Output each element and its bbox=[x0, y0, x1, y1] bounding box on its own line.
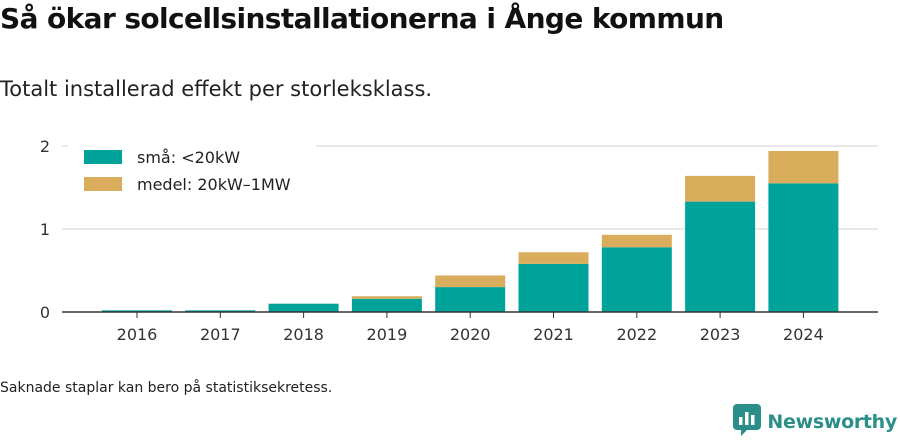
x-tick-label: 2016 bbox=[117, 325, 158, 344]
legend: små: <20kW medel: 20kW–1MW bbox=[68, 138, 316, 200]
x-tick-label: 2017 bbox=[200, 325, 241, 344]
bar-medel-2021 bbox=[518, 252, 589, 264]
bar-medel-2022 bbox=[601, 234, 672, 248]
legend-swatch bbox=[84, 150, 122, 164]
x-tick-label: 2018 bbox=[283, 325, 324, 344]
x-tick-label: 2024 bbox=[783, 325, 824, 344]
bars bbox=[102, 150, 839, 312]
footnote: Saknade staplar kan bero på statistiksek… bbox=[0, 380, 333, 396]
y-tick-label: 0 bbox=[40, 303, 50, 322]
bar-sma-2023 bbox=[685, 201, 756, 312]
chart-title: Så ökar solcellsinstallationerna i Ånge … bbox=[0, 2, 724, 35]
y-tick-label: 2 bbox=[40, 137, 50, 156]
legend-label: små: <20kW bbox=[137, 148, 240, 167]
bar-sma-2017 bbox=[185, 310, 256, 312]
bar-sma-2022 bbox=[601, 247, 672, 312]
legend-swatch bbox=[84, 177, 122, 191]
legend-label: medel: 20kW–1MW bbox=[137, 175, 291, 194]
bar-medel-2024 bbox=[768, 150, 839, 184]
x-tick-label: 2019 bbox=[367, 325, 408, 344]
x-tick-label: 2021 bbox=[533, 325, 574, 344]
bar-sma-2020 bbox=[435, 287, 506, 312]
bar-medel-2023 bbox=[685, 175, 756, 202]
bar-sma-2018 bbox=[268, 303, 339, 312]
bar-sma-2024 bbox=[768, 183, 839, 312]
bar-medel-2019 bbox=[351, 296, 422, 299]
bar-medel-2020 bbox=[435, 275, 506, 288]
y-tick-label: 1 bbox=[40, 220, 50, 239]
bar-sma-2021 bbox=[518, 263, 589, 312]
x-tick-label: 2023 bbox=[700, 325, 741, 344]
brand-name: Newsworthy bbox=[767, 411, 897, 433]
axes: 0 1 2 2016 2017 2018 2019 2020 2021 2022 2023 2024 bbox=[40, 137, 878, 344]
bar-sma-2016 bbox=[102, 310, 172, 312]
x-tick-label: 2020 bbox=[450, 325, 491, 344]
x-tick-label: 2022 bbox=[616, 325, 657, 344]
chart-subtitle: Totalt installerad effekt per storlekskl… bbox=[0, 77, 433, 101]
brand-logo: Newsworthy bbox=[733, 404, 897, 440]
bar-sma-2019 bbox=[351, 298, 422, 312]
newsworthy-logo-icon bbox=[733, 404, 762, 440]
